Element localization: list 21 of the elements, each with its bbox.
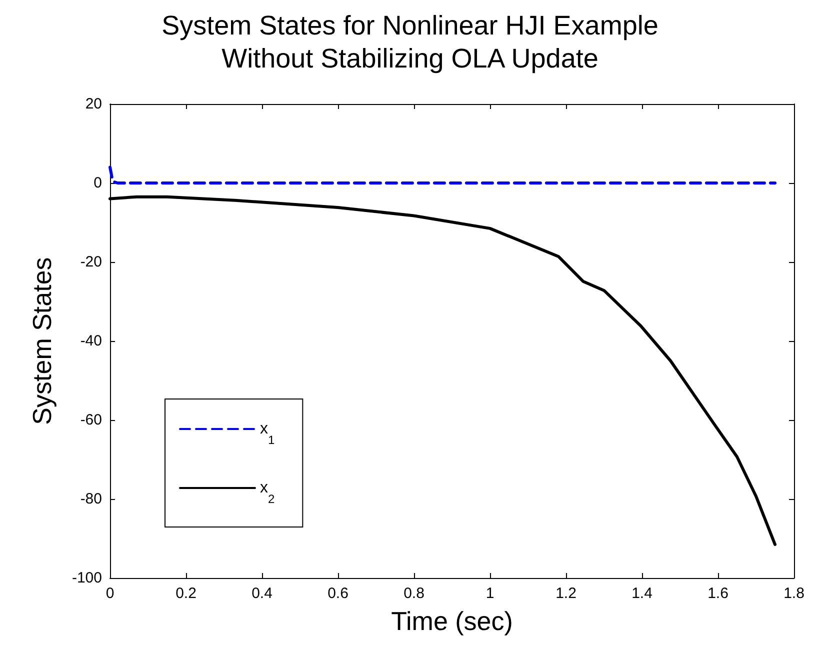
- x-axis-title: Time (sec): [391, 606, 513, 636]
- x-tick-label: 0: [106, 585, 114, 602]
- y-tick-label: -20: [80, 254, 102, 270]
- y-tick-label: -80: [80, 490, 102, 508]
- x-tick-label: 0.4: [252, 585, 272, 602]
- x-tick-label: 0.2: [176, 585, 196, 602]
- y-tick-label: -100: [72, 570, 102, 586]
- y-tick-label: -60: [80, 412, 102, 428]
- y-tick-label: -40: [80, 332, 102, 350]
- x-tick-label: 0.8: [404, 585, 424, 602]
- x-tick-label: 1.6: [708, 585, 728, 602]
- y-tick-label: 20: [85, 96, 102, 112]
- x-tick-label: 1: [486, 585, 494, 602]
- y-axis-title: System States: [27, 257, 57, 425]
- chart-title: System States for Nonlinear HJI Example Without Stabilizing OLA Update: [162, 10, 658, 74]
- x-tick-label: 1.2: [556, 585, 576, 602]
- x-tick-label: 1.4: [632, 585, 652, 602]
- line-series: [108, 166, 776, 184]
- x-tick-label: 0.6: [328, 585, 348, 602]
- x-tick-label: 1.8: [784, 585, 804, 602]
- y-tick-label: 0: [94, 174, 102, 192]
